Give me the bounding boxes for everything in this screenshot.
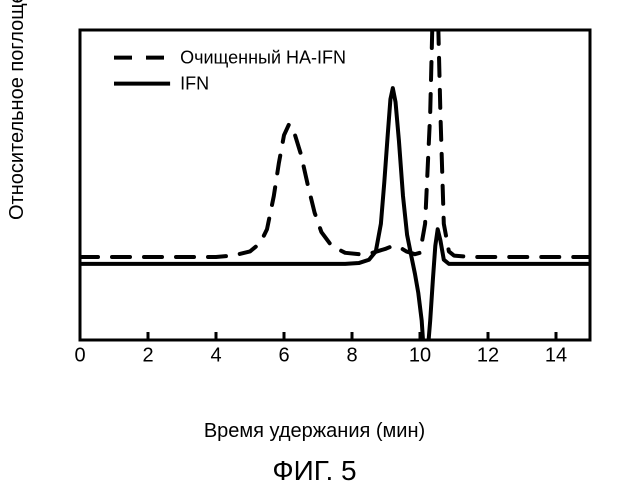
chart-svg: 0 2 4 6 8 10 12 14 Очищенный HA-IFN IFN bbox=[70, 20, 600, 380]
svg-text:10: 10 bbox=[409, 345, 431, 367]
svg-text:2: 2 bbox=[142, 345, 153, 367]
y-axis-label: Относительное поглощение при 280 нм bbox=[6, 0, 29, 220]
svg-text:6: 6 bbox=[278, 345, 289, 367]
svg-text:IFN: IFN bbox=[180, 73, 209, 93]
figure-container: Относительное поглощение при 280 нм 0 2 4 6… bbox=[0, 0, 629, 500]
figure-caption: ФИГ. 5 bbox=[0, 455, 629, 487]
plot-area: 0 2 4 6 8 10 12 14 Очищенный HA-IFN IFN bbox=[70, 20, 600, 380]
svg-text:8: 8 bbox=[346, 345, 357, 367]
x-axis-label: Время удержания (мин) bbox=[0, 420, 629, 443]
svg-text:Очищенный HA-IFN: Очищенный HA-IFN bbox=[180, 47, 346, 67]
svg-text:14: 14 bbox=[545, 345, 567, 367]
svg-text:0: 0 bbox=[74, 345, 85, 367]
svg-text:4: 4 bbox=[210, 345, 221, 367]
svg-text:12: 12 bbox=[477, 345, 499, 367]
